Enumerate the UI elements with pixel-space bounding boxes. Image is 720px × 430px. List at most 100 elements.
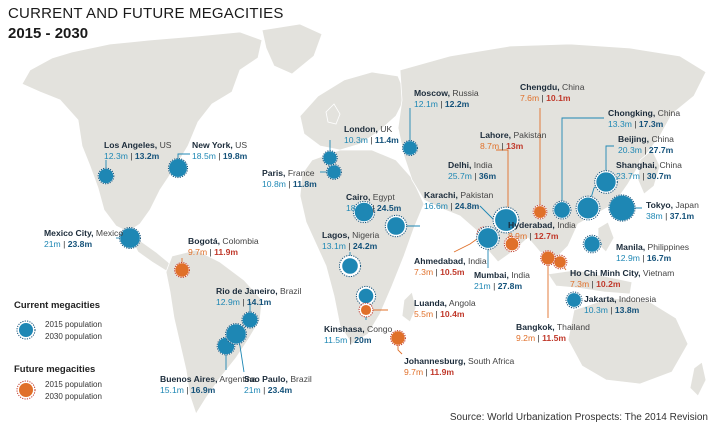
city-name: Manila,: [616, 242, 646, 252]
city-label-bogota: Bogotá, Colombia 9.7m | 11.9m: [188, 236, 259, 257]
marker-2015-london: [323, 151, 337, 165]
city-name: Paris,: [262, 168, 286, 178]
madagascar-landmass: [401, 291, 417, 323]
leader-line-chongking: [561, 117, 604, 210]
pop-2030: 13.2m: [134, 150, 160, 161]
city-country: Angola: [448, 298, 476, 308]
city-label-beijing: Beijing, China 20.3m | 27.7m: [618, 134, 674, 155]
pop-2015: 21m: [44, 238, 61, 249]
city-label-manila: Manila, Philippines 12.9m | 16.7m: [616, 242, 690, 263]
marker-2015-paris: [327, 165, 341, 179]
city-label-mexico-city: Mexico City, Mexico 21m | 23.8m: [44, 228, 124, 249]
city-label-buenos-aires: Buenos Aires, Argentina 15.1m | 16.9m: [160, 374, 257, 395]
marker-2015-chongking: [554, 202, 570, 218]
north-america-landmass: [21, 31, 263, 233]
pop-2030: 24.8m: [454, 200, 480, 211]
pop-2015: 7.3m: [414, 266, 434, 277]
marker-2015-luanda: [360, 304, 372, 316]
city-label-kinshasa: Kinshasa, Congo 11.5m | 20m: [324, 324, 393, 345]
source-note: Source: World Urbanization Prospects: Th…: [449, 412, 708, 423]
city-label-rio: Rio de Janeiro, Brazil 12.9m | 14.1m: [216, 286, 302, 307]
pop-2030: 11.9m: [214, 246, 239, 257]
legend-future-title: Future megacities: [14, 364, 96, 375]
city-name: Sao Paulo,: [244, 374, 288, 384]
pop-2015: 7.3m: [570, 278, 590, 289]
city-country: South Africa: [468, 356, 515, 366]
legend-current-title: Current megacities: [14, 300, 101, 311]
city-name: Mumbai,: [474, 270, 509, 280]
city-label-chongking: Chongking, China 13.3m | 17.3m: [608, 108, 681, 129]
city-country: US: [159, 140, 172, 150]
city-country: China: [651, 134, 674, 144]
legend-current-marker-dot: [19, 323, 33, 337]
city-name: Kinshasa,: [324, 324, 365, 334]
city-country: Congo: [367, 324, 393, 334]
marker-2015-rio: [242, 312, 258, 328]
city-name: Rio de Janeiro,: [216, 286, 278, 296]
city-name: Ho Chi Minh City,: [570, 268, 641, 278]
city-label-london: London, UK 10.3m | 11.4m: [344, 124, 399, 145]
marker-2015-bogota: [175, 263, 189, 277]
city-name: Los Angeles,: [104, 140, 158, 150]
pop-2015: 16.6m: [424, 200, 448, 211]
pop-2015: 8.7m: [480, 140, 500, 151]
city-label-chengdu: Chengdu, China 7.6m | 10.1m: [520, 82, 585, 103]
city-country: Brazil: [290, 374, 312, 384]
pop-2030: 36m: [478, 170, 497, 181]
marker-2015-mexico-city: [120, 228, 140, 248]
marker-2015-karachi: [387, 217, 405, 235]
city-country: Russia: [452, 88, 479, 98]
pop-2030: 12.7m: [534, 230, 559, 241]
city-name: Delhi,: [448, 160, 472, 170]
city-name: Luanda,: [414, 298, 447, 308]
pop-2015: 10.3m: [584, 304, 608, 315]
city-label-moscow: Moscow, Russia 12.1m | 12.2m: [414, 88, 479, 109]
legend-future-marker-dot: [19, 383, 33, 397]
africa-landmass: [299, 149, 425, 345]
city-name: Chongking,: [608, 108, 656, 118]
marker-2015-moscow: [403, 141, 417, 155]
pop-2015: 21m: [474, 280, 491, 291]
city-name: Shanghai,: [616, 160, 658, 170]
uk-landmass: [325, 103, 341, 125]
new-zealand-landmass: [689, 361, 707, 397]
pop-2030: 27.7m: [648, 144, 674, 155]
city-name: Tokyo,: [646, 200, 674, 210]
pop-2015: 38m: [646, 210, 663, 221]
pop-2015: 5.5m: [414, 308, 434, 319]
city-name: Lahore,: [480, 130, 512, 140]
pop-2030: 24.2m: [352, 240, 378, 251]
city-country: India: [467, 256, 487, 266]
city-label-sao-paulo: Sao Paulo, Brazil 21m | 23.4m: [244, 374, 312, 395]
pop-2015: 11.5m: [324, 334, 348, 345]
marker-2015-bangkok: [541, 251, 555, 265]
city-label-delhi: Delhi, India 25.7m | 36m: [448, 160, 497, 181]
pop-2030: 23.4m: [267, 384, 293, 395]
pop-2015: 13.3m: [608, 118, 632, 129]
city-country: China: [562, 82, 585, 92]
pop-2015: 18.5m: [192, 150, 216, 161]
pop-2030: 16.7m: [646, 252, 672, 263]
city-name: Ahmedabad,: [414, 256, 466, 266]
greenland-landmass: [261, 23, 323, 75]
legend-current-2015: 2015 population: [45, 320, 102, 329]
city-name: Johannesburg,: [404, 356, 466, 366]
city-country: Thailand: [556, 322, 590, 332]
pop-2030: 10.5m: [440, 266, 465, 277]
marker-2015-sao-paulo: [226, 324, 246, 344]
pop-2030: 23.8m: [67, 238, 93, 249]
city-label-cairo: Cairo, Egypt 18.7m | 24.5m: [346, 192, 402, 213]
marker-2015-chengdu: [534, 206, 546, 218]
city-country: UK: [380, 124, 393, 134]
city-country: Indonesia: [618, 294, 657, 304]
pop-2015: 18.7m: [346, 202, 370, 213]
pop-2030: 14.1m: [246, 296, 272, 307]
leader-line-lahore: [496, 149, 509, 218]
city-name: Chengdu,: [520, 82, 560, 92]
marker-2015-beijing: [596, 172, 616, 192]
europe-landmass: [299, 71, 407, 151]
city-name: Karachi,: [424, 190, 458, 200]
city-country: Vietnam: [642, 268, 675, 278]
pop-2030: 24.5m: [376, 202, 402, 213]
